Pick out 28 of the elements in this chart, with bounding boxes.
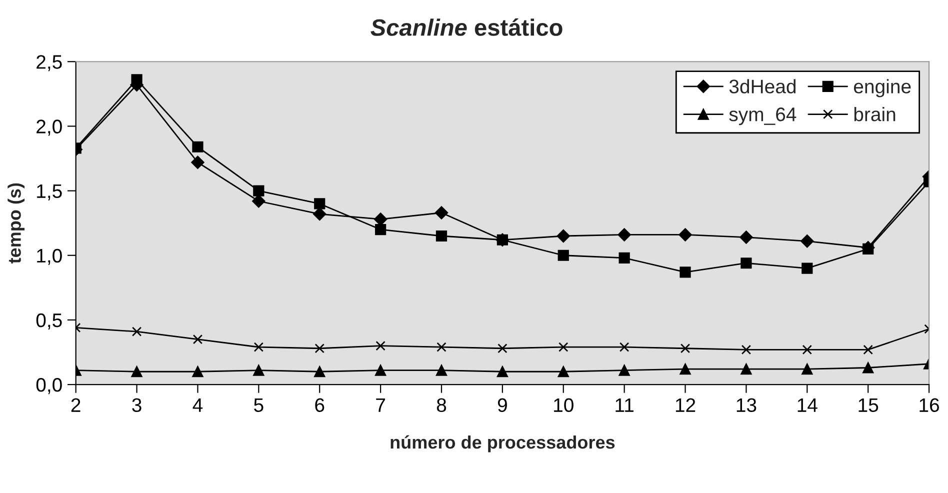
y-tick-label: 2,0 xyxy=(36,120,62,136)
legend-label: engine xyxy=(854,79,911,98)
legend-label: brain xyxy=(854,106,896,122)
x-tick-label: 15 xyxy=(858,398,878,412)
x-tick-label: 10 xyxy=(554,398,574,412)
y-tick-label: 1,5 xyxy=(37,184,62,200)
x-tick-label: 5 xyxy=(254,398,264,412)
legend-label: sym_64 xyxy=(729,107,796,126)
x-tick-label: 7 xyxy=(376,398,385,412)
y-axis-title: tempo (s) xyxy=(8,183,25,264)
x-tick-label: 16 xyxy=(920,398,939,412)
x-tick-label: 4 xyxy=(192,398,203,412)
x-tick-label: 9 xyxy=(498,398,507,412)
x-tick-label: 11 xyxy=(616,398,634,412)
chart-title: Scanline estático xyxy=(370,18,562,36)
x-tick-label: 13 xyxy=(736,398,756,412)
legend-label: 3dHead xyxy=(729,79,796,94)
y-tick-label: 0,0 xyxy=(36,378,62,394)
x-tick-label: 3 xyxy=(132,398,142,412)
x-tick-label: 14 xyxy=(798,398,818,412)
x-tick-label: 8 xyxy=(436,398,446,412)
x-tick-label: 6 xyxy=(315,398,324,412)
y-tick-label: 0,5 xyxy=(36,313,62,330)
x-tick-label: 12 xyxy=(676,398,696,412)
y-tick-label: 2,5 xyxy=(36,55,62,72)
y-tick-label: 1,0 xyxy=(37,248,62,265)
x-tick-label: 2 xyxy=(71,398,80,412)
x-axis-title: número de processadores xyxy=(390,435,615,452)
